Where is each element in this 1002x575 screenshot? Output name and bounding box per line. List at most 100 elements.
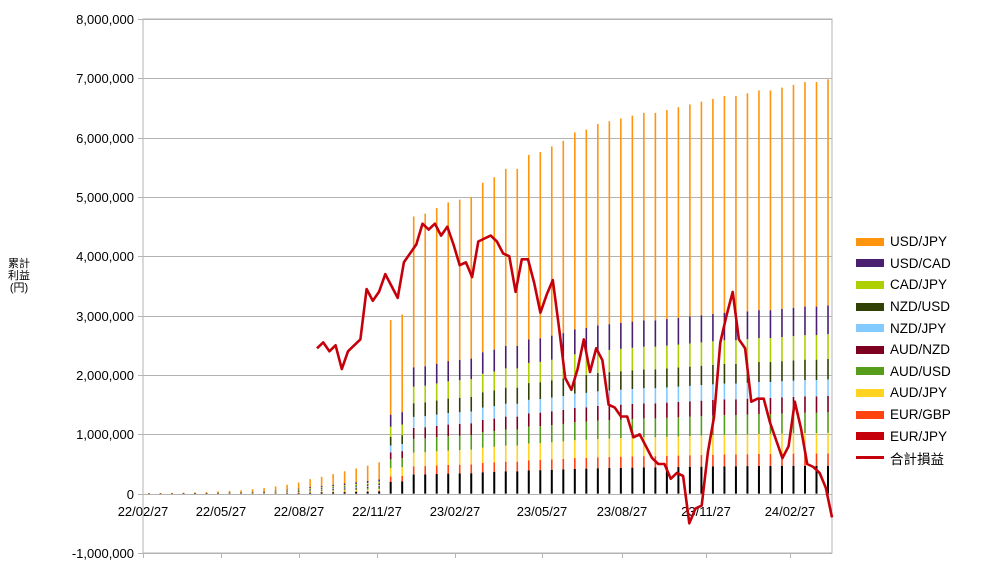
bar-segment <box>643 112 645 321</box>
bar-segment <box>735 415 737 435</box>
x-tick-label: 23/08/27 <box>597 504 648 519</box>
bar-segment <box>481 352 484 374</box>
bar-segment-base <box>608 468 611 494</box>
bar-segment <box>412 386 415 404</box>
bar-segment <box>781 413 783 434</box>
bar-segment <box>631 437 634 457</box>
bar-segment <box>447 381 450 399</box>
bar-segment <box>574 407 576 423</box>
bar-segment <box>171 492 173 494</box>
bar-segment-base <box>677 467 680 494</box>
bar-segment <box>527 413 530 427</box>
bar-segment <box>735 96 737 313</box>
legend-item: AUD/JPY <box>856 382 951 404</box>
bar-segment <box>401 435 403 445</box>
bar-segment <box>539 426 542 444</box>
bar-segment <box>562 458 565 470</box>
bar-segment <box>827 395 829 413</box>
bar-segment <box>366 489 369 491</box>
bar-segment <box>286 491 288 493</box>
bar-segment <box>332 487 334 489</box>
legend-label: EUR/GBP <box>890 407 951 423</box>
bar-segment <box>504 345 507 369</box>
bar-segment <box>527 443 530 461</box>
bar-segment <box>309 479 311 488</box>
bar-segment <box>689 401 691 417</box>
bar-segment <box>792 307 795 337</box>
bar-segment <box>516 345 519 369</box>
legend-item: NZD/JPY <box>856 317 951 339</box>
bar-segment <box>631 370 634 389</box>
bar-segment-base <box>389 481 392 494</box>
bar-segment <box>389 320 392 415</box>
bar-segment-base <box>286 493 289 494</box>
bar-segment <box>424 438 427 453</box>
legend: USD/JPY USD/CAD CAD/JPY NZD/USD NZD/JPY AUD/N… <box>856 231 951 469</box>
bar-segment <box>320 489 323 490</box>
bar-segment <box>620 404 622 420</box>
bar-segment <box>746 414 749 435</box>
bar-segment <box>493 431 496 447</box>
bar-segment-base <box>769 465 772 494</box>
bar-segment <box>401 424 403 436</box>
bar-segment <box>654 346 657 370</box>
bar-segment <box>332 490 334 492</box>
bar-segment <box>700 315 703 343</box>
legend-swatch <box>856 280 884 289</box>
bar-segment <box>689 104 691 317</box>
bar-segment <box>516 168 519 346</box>
line-total-pnl <box>316 222 834 525</box>
bar-segment <box>320 476 323 487</box>
bar-segment <box>631 418 634 438</box>
bar-segment <box>643 437 645 457</box>
bar-segment <box>263 488 265 492</box>
bar-segment <box>320 492 323 493</box>
bar-segment <box>689 455 691 467</box>
bar-segment <box>735 434 737 455</box>
legend-label: 合計損益 <box>890 451 944 467</box>
bar-segment <box>654 320 657 347</box>
bar-segment <box>700 365 703 386</box>
bar-segment <box>827 453 829 466</box>
bar-segment <box>274 491 277 493</box>
bar-segment <box>504 461 507 472</box>
bar-segment <box>700 455 703 467</box>
bar-segment <box>781 397 783 414</box>
bar-segment <box>781 453 783 466</box>
bar-segment <box>712 364 714 385</box>
bar-segment <box>378 484 380 487</box>
bar-segment <box>608 121 611 325</box>
bar-segment-base <box>435 473 438 494</box>
bar-segment <box>481 373 484 393</box>
legend-swatch <box>856 432 884 441</box>
bar-segment-base <box>516 471 519 494</box>
bar-segment <box>539 338 542 362</box>
legend-label: EUR/JPY <box>890 428 948 444</box>
bar-segment <box>804 335 806 360</box>
bar-segment-base <box>700 466 703 494</box>
bar-segment-base <box>332 492 335 494</box>
bar-segment <box>435 208 438 364</box>
bar-segment <box>412 216 415 368</box>
bar-segment <box>827 412 829 433</box>
bar-segment-base <box>343 492 346 494</box>
bar-segment <box>470 423 473 436</box>
bar-segment <box>574 132 576 330</box>
bar-segment <box>735 340 737 364</box>
bar-segment <box>481 432 484 448</box>
bar-segment <box>274 491 277 493</box>
bar-segment <box>297 491 300 493</box>
bar-segment <box>263 492 265 493</box>
bar-segment <box>769 310 772 339</box>
bar-segment <box>712 454 714 467</box>
bar-segment <box>458 397 461 413</box>
bar-segment <box>378 483 380 485</box>
bar-segment <box>550 397 553 412</box>
bar-segment <box>205 491 208 493</box>
bar-segment <box>251 489 254 492</box>
bar-segment <box>815 396 818 413</box>
bar-segment <box>470 435 473 450</box>
bar-segment <box>723 454 726 467</box>
bar-segment <box>343 483 346 486</box>
bar-segment <box>286 484 288 490</box>
